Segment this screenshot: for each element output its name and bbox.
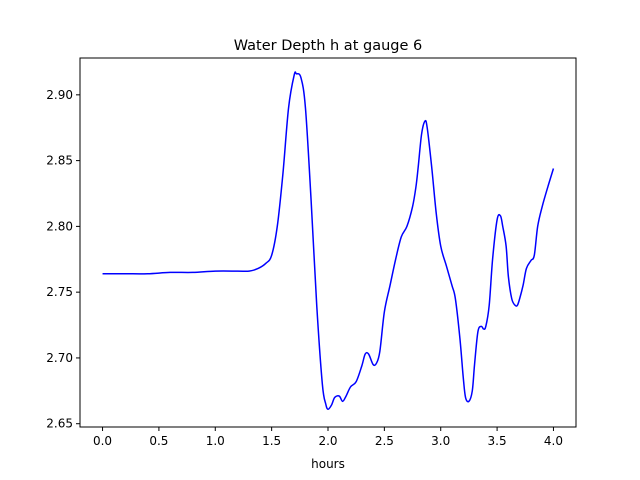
x-tick-label: 4.0 bbox=[544, 434, 563, 448]
x-tick-label: 1.5 bbox=[262, 434, 281, 448]
x-tick-label: 3.0 bbox=[431, 434, 450, 448]
plot-frame bbox=[79, 57, 577, 428]
x-tick-label: 3.5 bbox=[488, 434, 507, 448]
y-tick-label: 2.80 bbox=[46, 219, 73, 233]
y-axis: 2.65 2.70 2.75 2.80 2.85 2.90 bbox=[46, 88, 80, 431]
x-axis: 0.0 0.5 1.0 1.5 2.0 2.5 3.0 3.5 4.0 bbox=[93, 427, 563, 448]
y-tick-label: 2.75 bbox=[46, 285, 73, 299]
y-tick-label: 2.90 bbox=[46, 88, 73, 102]
plot-area bbox=[102, 71, 555, 410]
y-tick-label: 2.70 bbox=[46, 351, 73, 365]
y-tick-label: 2.85 bbox=[46, 154, 73, 168]
x-tick-label: 0.5 bbox=[149, 434, 168, 448]
x-axis-label: hours bbox=[311, 457, 345, 471]
x-tick-label: 2.5 bbox=[375, 434, 394, 448]
x-tick-label: 0.0 bbox=[93, 434, 112, 448]
x-tick-label: 1.0 bbox=[206, 434, 225, 448]
y-tick-label: 2.65 bbox=[46, 417, 73, 431]
x-tick-label: 2.0 bbox=[318, 434, 337, 448]
chart-title: Water Depth h at gauge 6 bbox=[234, 38, 422, 54]
series-line bbox=[102, 71, 555, 410]
